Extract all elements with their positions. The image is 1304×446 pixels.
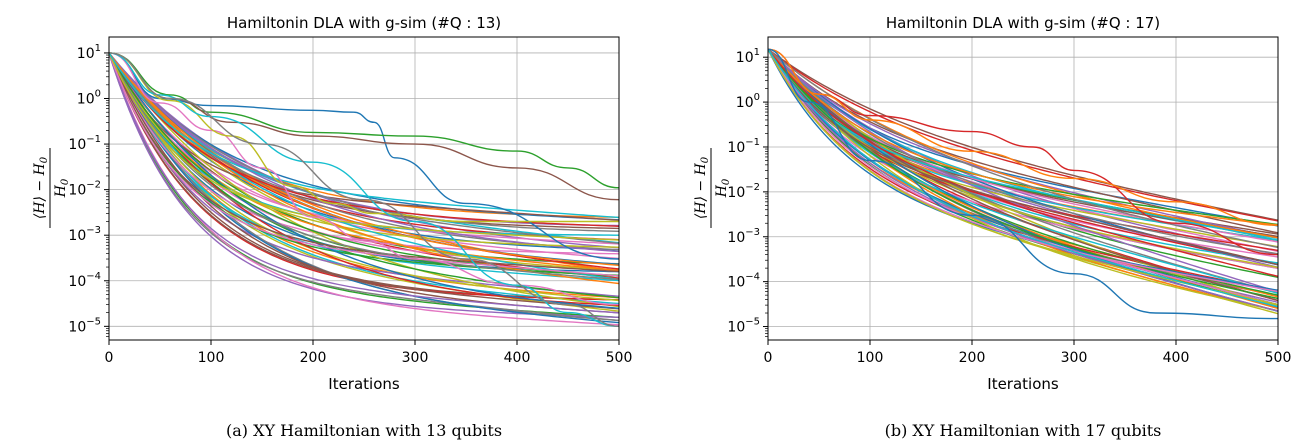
panel-b-series-line <box>768 48 1278 266</box>
panel-a-y-tick-label: 10−5 <box>68 316 101 335</box>
panel-b-series-line <box>768 48 1278 239</box>
panel-b-x-tick-label: 200 <box>959 350 986 366</box>
panel-b-series-line <box>768 48 1278 308</box>
panel-b-series-line <box>768 48 1278 249</box>
panel-a-series-line <box>109 52 619 309</box>
panel-a-series-line <box>109 52 619 255</box>
panel-a-series-line <box>109 52 619 281</box>
panel-b-y-tick-label: 10−2 <box>727 182 760 201</box>
panel-b-series-line <box>768 48 1278 312</box>
panel-b-ylabel-numerator: ⟨H⟩ − H0 <box>693 156 711 219</box>
panel-a-y-tick-label: 101 <box>77 43 101 62</box>
panel-a-frame <box>108 36 620 341</box>
panel-a-series-line <box>109 52 619 219</box>
panel-a-series-line <box>109 52 619 305</box>
panel-b-notable-series-line <box>768 48 1278 320</box>
panel-b-x-tick-label: 100 <box>857 350 884 366</box>
panel-a-x-tick-label: 300 <box>402 350 429 366</box>
panel-a-x-tick-label: 400 <box>504 350 531 366</box>
panel-b-xlabel: Iterations <box>987 375 1059 393</box>
panel-b-y-tick-label: 10−4 <box>727 272 760 291</box>
panel-a-series-line <box>109 52 619 273</box>
panel-a-notable-series-line <box>109 52 619 306</box>
panel-a-y-ticks: 101 100 10−1 10−2 10−3 10−4 10−5 <box>68 43 109 337</box>
panel-a-xlabel: Iterations <box>328 375 400 393</box>
panel-a-series-line <box>109 52 619 265</box>
panel-a-series-line <box>109 52 619 314</box>
panel-a-series-line <box>109 52 619 302</box>
panel-a-y-tick-label: 10−3 <box>68 225 101 244</box>
panel-a-ylabel-numerator: ⟨H⟩ − H0 <box>32 156 50 219</box>
panel-b-x-ticks: 0 100 200 300 400 500 <box>764 340 1292 366</box>
panel-a-series-line <box>109 52 619 227</box>
panel-a: Hamiltonin DLA with g-sim (#Q : 13) 0 100… <box>32 14 632 440</box>
panel-a-series-line <box>109 52 619 276</box>
panel-a-ylabel-denominator: H0 <box>53 178 71 198</box>
panel-b: Hamiltonin DLA with g-sim (#Q : 17) 0 100… <box>693 14 1291 440</box>
panel-a-title: Hamiltonin DLA with g-sim (#Q : 13) <box>227 14 501 32</box>
panel-a-x-tick-label: 500 <box>606 350 633 366</box>
panel-a-x-tick-label: 100 <box>198 350 225 366</box>
panel-b-series-line <box>768 48 1278 294</box>
panel-a-notable-series-line <box>109 52 619 189</box>
panel-b-y-tick-label: 10−1 <box>727 137 760 156</box>
panel-a-series-line <box>109 52 619 277</box>
panel-a-notable-series-line <box>109 52 619 327</box>
panel-b-series-line <box>768 48 1278 278</box>
panel-b-series-line <box>768 48 1278 315</box>
panel-b-series-line <box>768 48 1278 241</box>
panel-b-series-line <box>768 48 1278 268</box>
panel-a-notable-series-line <box>109 52 619 327</box>
panel-b-y-tick-label: 10−5 <box>727 317 760 336</box>
panel-b-caption: (b) XY Hamiltonian with 17 qubits <box>885 421 1162 440</box>
panel-a-x-tick-label: 200 <box>300 350 327 366</box>
panel-a-x-tick-label: 0 <box>105 350 114 366</box>
panel-a-series-line <box>109 52 619 241</box>
panel-a-series-line <box>109 52 619 272</box>
panel-b-frame <box>767 36 1279 341</box>
panel-a-series <box>109 52 619 327</box>
panel-a-x-ticks: 0 100 200 300 400 500 <box>105 340 633 366</box>
panel-b-x-tick-label: 400 <box>1163 350 1190 366</box>
panel-b-series-line <box>768 48 1278 303</box>
panel-b-x-tick-label: 500 <box>1265 350 1292 366</box>
panel-b-series-line <box>768 48 1278 278</box>
panel-b-series-line <box>768 48 1278 296</box>
panel-a-series-line <box>109 52 619 324</box>
panel-a-series-line <box>109 52 619 310</box>
panel-a-series-line <box>109 52 619 322</box>
panel-b-y-tick-label: 101 <box>736 47 760 66</box>
panel-a-series-line <box>109 52 619 227</box>
panel-b-x-tick-label: 0 <box>764 350 773 366</box>
panel-b-series <box>768 48 1278 320</box>
panel-b-y-ticks: 101 100 10−1 10−2 10−3 10−4 10−5 <box>727 47 768 337</box>
panel-b-series-line <box>768 48 1278 298</box>
panel-a-y-tick-label: 100 <box>77 89 101 108</box>
panel-b-y-tick-label: 10−3 <box>727 227 760 246</box>
panel-b-series-line <box>768 48 1278 293</box>
panel-b-ylabel-denominator: H0 <box>714 178 732 198</box>
panel-a-y-tick-label: 10−4 <box>68 271 101 290</box>
panel-b-series-line <box>768 48 1278 301</box>
panel-b-x-tick-label: 300 <box>1061 350 1088 366</box>
panel-a-caption: (a) XY Hamiltonian with 13 qubits <box>226 421 502 440</box>
panel-b-series-line <box>768 48 1278 226</box>
panel-b-series-line <box>768 48 1278 270</box>
panel-b-notable-series-line <box>768 48 1278 226</box>
panel-b-title: Hamiltonin DLA with g-sim (#Q : 17) <box>886 14 1160 32</box>
panel-b-series-line <box>768 48 1278 269</box>
panel-a-y-tick-label: 10−1 <box>68 134 101 153</box>
panel-a-y-tick-label: 10−2 <box>68 180 101 199</box>
panel-a-series-line <box>109 52 619 221</box>
panel-b-series-line <box>768 48 1278 297</box>
panel-a-series-line <box>109 52 619 266</box>
panel-b-y-tick-label: 100 <box>736 92 760 111</box>
panel-b-ylabel: ⟨H⟩ − H0 H0 <box>693 148 732 228</box>
panel-a-ylabel: ⟨H⟩ − H0 H0 <box>32 148 71 228</box>
panel-a-notable-series-line <box>109 52 619 223</box>
